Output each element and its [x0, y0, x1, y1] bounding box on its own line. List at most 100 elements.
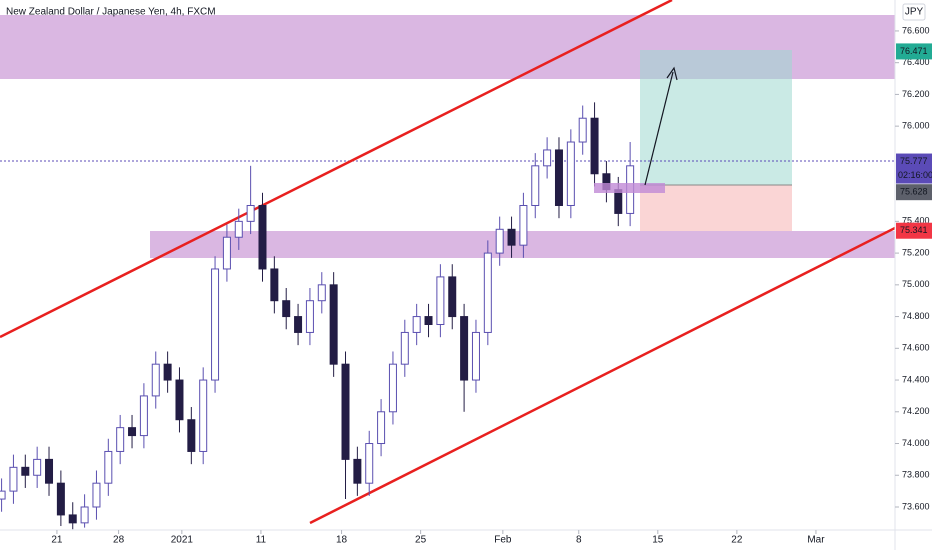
currency-box — [902, 3, 926, 21]
candle-body — [341, 363, 350, 460]
candle-body — [151, 363, 160, 397]
arrow-head — [666, 66, 678, 81]
candle-body — [246, 204, 255, 222]
x-tick-label: 15 — [652, 535, 664, 546]
candle-body — [412, 316, 421, 333]
candle-body — [0, 490, 6, 500]
price-badge-label: 76.471 — [900, 46, 928, 56]
y-tick-label: 74.200 — [902, 406, 930, 416]
candle-body — [9, 466, 18, 492]
candle-body — [377, 411, 386, 445]
arrow-shaft — [644, 71, 674, 186]
candle-body — [270, 268, 279, 302]
y-tick-label: 74.600 — [902, 343, 930, 353]
candle-body — [187, 419, 196, 452]
x-tick-label: 11 — [256, 535, 267, 546]
currency: JPY — [905, 7, 924, 18]
price-badge-label: 75.628 — [900, 187, 928, 197]
y-tick-label: 73.800 — [902, 470, 930, 480]
candle-body — [317, 284, 326, 302]
y-tick-label: 75.000 — [902, 279, 930, 289]
axes: 76.600 76.400 76.200 76.000 75.400 75.200 75.0… — [51, 25, 932, 546]
candle-body — [175, 379, 184, 421]
candle-body — [92, 482, 101, 508]
candle-body — [365, 443, 374, 484]
candle-body — [33, 458, 42, 476]
candle-body — [45, 458, 54, 484]
candle-body — [483, 252, 492, 333]
x-tick-label: 25 — [415, 535, 427, 546]
x-tick-label: Feb — [494, 535, 512, 546]
candle-body — [329, 284, 338, 365]
candle-body — [614, 189, 623, 214]
candle-body — [554, 149, 563, 206]
candle-body — [507, 228, 516, 246]
candle-body — [590, 117, 599, 175]
price-badge — [896, 43, 932, 60]
candle-body — [543, 149, 552, 167]
x-tick-label: 18 — [336, 535, 348, 546]
chart-title: New Zealand Dollar / Japanese Yen, 4h, F… — [6, 7, 216, 18]
candle-body — [578, 117, 587, 143]
candle-body — [353, 458, 362, 484]
price-badge-label: 75.777 — [900, 156, 928, 166]
y-tick-label: 76.200 — [902, 89, 930, 99]
candle-body — [199, 379, 208, 452]
candle-body — [128, 427, 137, 437]
y-tick-label: 74.000 — [902, 438, 930, 448]
candle-body — [460, 316, 469, 381]
target-box — [640, 50, 792, 185]
candle-body — [139, 395, 148, 437]
x-tick-label: 21 — [51, 535, 63, 546]
entry-zone — [594, 183, 665, 193]
stop-box — [640, 185, 792, 231]
candle-body — [471, 331, 480, 381]
y-tick-label: 74.800 — [902, 311, 930, 321]
y-tick-label: 76.400 — [902, 57, 930, 67]
channel-upper — [0, 0, 673, 339]
candle-body — [234, 220, 243, 238]
candle-body — [116, 427, 125, 452]
candle-body — [448, 276, 457, 318]
y-tick-label: 76.600 — [902, 25, 930, 35]
candle-body — [400, 331, 409, 365]
y-tick-label: 76.000 — [902, 121, 930, 131]
candles — [0, 102, 635, 530]
candle-body — [294, 316, 303, 333]
candle-body — [211, 268, 220, 381]
price-badge — [896, 184, 932, 201]
candle-body — [163, 363, 172, 381]
candle-body — [424, 316, 433, 326]
candle-body — [566, 141, 575, 206]
price-badge — [896, 222, 932, 239]
x-tick-label: 22 — [731, 535, 743, 546]
candle-body — [80, 506, 89, 524]
y-tick-label: 73.600 — [902, 501, 930, 511]
y-tick-label: 75.200 — [902, 247, 930, 257]
candle-body — [531, 165, 540, 206]
x-tick-label: 2021 — [171, 535, 194, 546]
channel-lower — [309, 226, 895, 525]
candle-body — [56, 482, 65, 516]
x-tick-label: Mar — [807, 535, 825, 546]
candle-body — [21, 466, 30, 476]
candle-body — [495, 228, 504, 254]
price-badge — [896, 153, 932, 184]
countdown: 02:16:00 — [898, 170, 932, 180]
candle-body — [258, 204, 267, 270]
candle-body — [282, 300, 291, 318]
candle-body — [519, 204, 528, 246]
x-tick-label: 28 — [113, 535, 125, 546]
y-tick-label: 74.400 — [902, 374, 930, 384]
overlay — [594, 66, 678, 193]
candle-body — [388, 363, 397, 413]
candle-body — [436, 276, 445, 326]
candle-body — [68, 514, 77, 524]
price-badge-label: 75.341 — [900, 225, 928, 235]
candle-body — [222, 236, 231, 270]
x-tick-label: 8 — [576, 535, 582, 546]
candle-body — [104, 450, 113, 484]
candle-body — [305, 300, 314, 333]
